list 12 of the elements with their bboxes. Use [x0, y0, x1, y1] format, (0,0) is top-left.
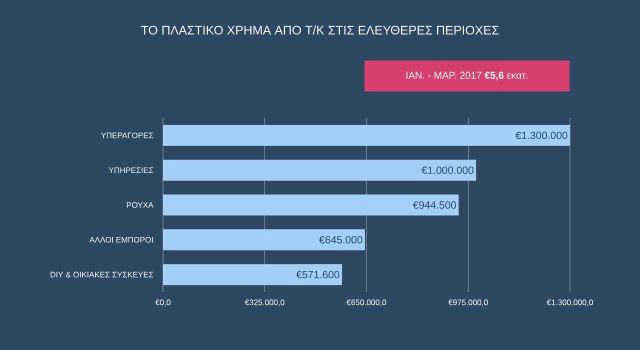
- data-label: €571.600: [296, 270, 340, 278]
- bar: [163, 229, 365, 250]
- bar: [163, 194, 459, 216]
- bar: [163, 160, 476, 181]
- data-label: €645.000: [319, 236, 362, 244]
- bar: [163, 264, 342, 286]
- text: ΙΑΝ. - ΜΑΡ. 2017 €5,6 εκατ.: [406, 72, 528, 80]
- data-label: €1.300.000: [516, 132, 568, 140]
- bar: [163, 124, 570, 146]
- data-label: €944.500: [412, 201, 456, 209]
- chart-title: ΤΟ ΠΛΑΣΤΙΚΟ ΧΡΗΜΑ ΑΠΟ Τ/Κ ΣΤΙΣ ΕΛΕΥΘΕΡΕΣ ΠΕΡΙΟΧΕΣ: [141, 25, 499, 35]
- data-label: €1.000.000: [422, 166, 474, 174]
